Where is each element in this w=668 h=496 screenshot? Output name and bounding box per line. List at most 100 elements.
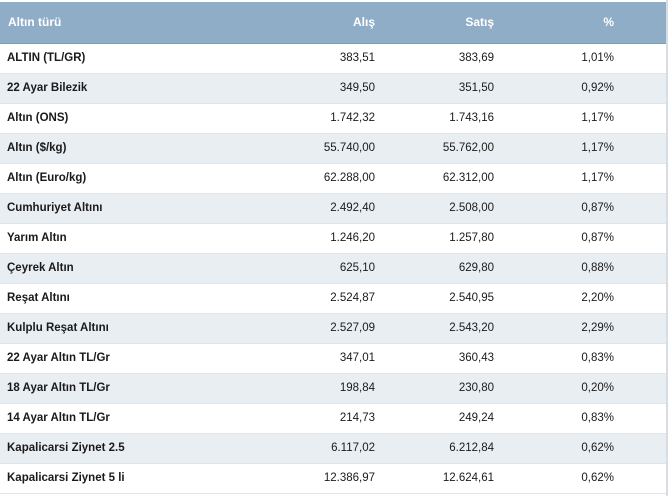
sell-price-cell: 2.508,00 [375,193,494,224]
gold-type-cell: Altın (Euro/kg) [0,163,258,194]
change-percent-cell: 1,17% [494,163,614,194]
sell-price-cell: 1.743,16 [375,103,494,134]
sell-price-cell: 1.257,80 [375,223,494,254]
gold-type-cell: Altın (ONS) [0,103,258,134]
change-percent-cell: 0,62% [494,433,614,464]
row-spacer [614,253,668,284]
sell-price-cell: 249,24 [375,403,494,434]
row-spacer [614,283,668,314]
buy-price-cell: 198,84 [258,373,375,404]
change-percent-cell: 1,01% [494,43,614,74]
sell-price-cell: 383,69 [375,43,494,74]
change-percent-cell: 0,83% [494,403,614,434]
table-row[interactable]: Kapalicarsi Ziynet 5 li 12.386,97 12.624,6… [0,463,668,494]
sell-price-cell: 55.762,00 [375,133,494,164]
change-percent-cell: 0,87% [494,193,614,224]
gold-type-cell: Yarım Altın [0,223,258,254]
table-row[interactable]: 14 Ayar Altın TL/Gr 214,73 249,24 0,83% [0,403,668,434]
gold-type-cell: 22 Ayar Altın TL/Gr [0,343,258,374]
table-row[interactable]: Kulplu Reşat Altını 2.527,09 2.543,20 2,29% [0,313,668,344]
row-spacer [614,43,668,74]
sell-price-cell: 230,80 [375,373,494,404]
gold-type-cell: ALTIN (TL/GR) [0,43,258,74]
buy-price-cell: 2.492,40 [258,193,375,224]
row-spacer [614,343,668,374]
gold-type-cell: 22 Ayar Bilezik [0,73,258,104]
buy-price-cell: 1.246,20 [258,223,375,254]
gold-type-cell: Kulplu Reşat Altını [0,313,258,344]
buy-price-cell: 347,01 [258,343,375,374]
change-percent-cell: 0,88% [494,253,614,284]
sell-price-cell: 360,43 [375,343,494,374]
sell-price-cell: 6.212,84 [375,433,494,464]
change-percent-cell: 0,20% [494,373,614,404]
table-row[interactable]: Altın ($/kg) 55.740,00 55.762,00 1,17% [0,133,668,164]
table-row[interactable]: Kapalicarsi Ziynet 2.5 6.117,02 6.212,84 0,… [0,433,668,464]
table-row[interactable]: Yarım Altın 1.246,20 1.257,80 0,87% [0,223,668,254]
table-body: ALTIN (TL/GR) 383,51 383,69 1,01% 22 Ayar Bi… [0,43,668,494]
row-spacer [614,373,668,404]
buy-price-cell: 1.742,32 [258,103,375,134]
column-header-gold-type[interactable]: Altın türü [0,2,258,44]
sell-price-cell: 62.312,00 [375,163,494,194]
buy-price-cell: 6.117,02 [258,433,375,464]
gold-type-cell: 14 Ayar Altın TL/Gr [0,403,258,434]
column-header-percent[interactable]: % [494,2,614,44]
sell-price-cell: 629,80 [375,253,494,284]
gold-type-cell: Çeyrek Altın [0,253,258,284]
header-spacer [614,2,668,44]
column-header-sell[interactable]: Satış [375,2,494,44]
change-percent-cell: 0,92% [494,73,614,104]
panel-edge [666,0,668,496]
sell-price-cell: 12.624,61 [375,463,494,494]
buy-price-cell: 2.527,09 [258,313,375,344]
gold-type-cell: Altın ($/kg) [0,133,258,164]
table-header: Altın türü Alış Satış % [0,2,668,44]
row-spacer [614,163,668,194]
sell-price-cell: 2.543,20 [375,313,494,344]
buy-price-cell: 214,73 [258,403,375,434]
gold-type-cell: Kapalicarsi Ziynet 5 li [0,463,258,494]
sell-price-cell: 351,50 [375,73,494,104]
table-row[interactable]: 22 Ayar Altın TL/Gr 347,01 360,43 0,83% [0,343,668,374]
buy-price-cell: 349,50 [258,73,375,104]
sell-price-cell: 2.540,95 [375,283,494,314]
change-percent-cell: 2,20% [494,283,614,314]
buy-price-cell: 2.524,87 [258,283,375,314]
table-row[interactable]: Reşat Altını 2.524,87 2.540,95 2,20% [0,283,668,314]
header-row: Altın türü Alış Satış % [0,2,668,44]
column-header-buy[interactable]: Alış [258,2,375,44]
table-row[interactable]: Altın (Euro/kg) 62.288,00 62.312,00 1,17% [0,163,668,194]
gold-type-cell: Cumhuriyet Altını [0,193,258,224]
row-spacer [614,463,668,494]
table-row[interactable]: Cumhuriyet Altını 2.492,40 2.508,00 0,87% [0,193,668,224]
change-percent-cell: 2,29% [494,313,614,344]
table-row[interactable]: Çeyrek Altın 625,10 629,80 0,88% [0,253,668,284]
buy-price-cell: 62.288,00 [258,163,375,194]
table-row[interactable]: ALTIN (TL/GR) 383,51 383,69 1,01% [0,43,668,74]
row-spacer [614,403,668,434]
row-spacer [614,103,668,134]
row-spacer [614,73,668,104]
row-spacer [614,193,668,224]
table-row[interactable]: 18 Ayar Altın TL/Gr 198,84 230,80 0,20% [0,373,668,404]
buy-price-cell: 625,10 [258,253,375,284]
table-row[interactable]: Altın (ONS) 1.742,32 1.743,16 1,17% [0,103,668,134]
row-spacer [614,433,668,464]
change-percent-cell: 1,17% [494,103,614,134]
change-percent-cell: 0,83% [494,343,614,374]
change-percent-cell: 1,17% [494,133,614,164]
gold-type-cell: Reşat Altını [0,283,258,314]
table-row[interactable]: 22 Ayar Bilezik 349,50 351,50 0,92% [0,73,668,104]
row-spacer [614,223,668,254]
buy-price-cell: 12.386,97 [258,463,375,494]
buy-price-cell: 55.740,00 [258,133,375,164]
gold-type-cell: 18 Ayar Altın TL/Gr [0,373,258,404]
change-percent-cell: 0,87% [494,223,614,254]
gold-type-cell: Kapalicarsi Ziynet 2.5 [0,433,258,464]
row-spacer [614,133,668,164]
buy-price-cell: 383,51 [258,43,375,74]
row-spacer [614,313,668,344]
